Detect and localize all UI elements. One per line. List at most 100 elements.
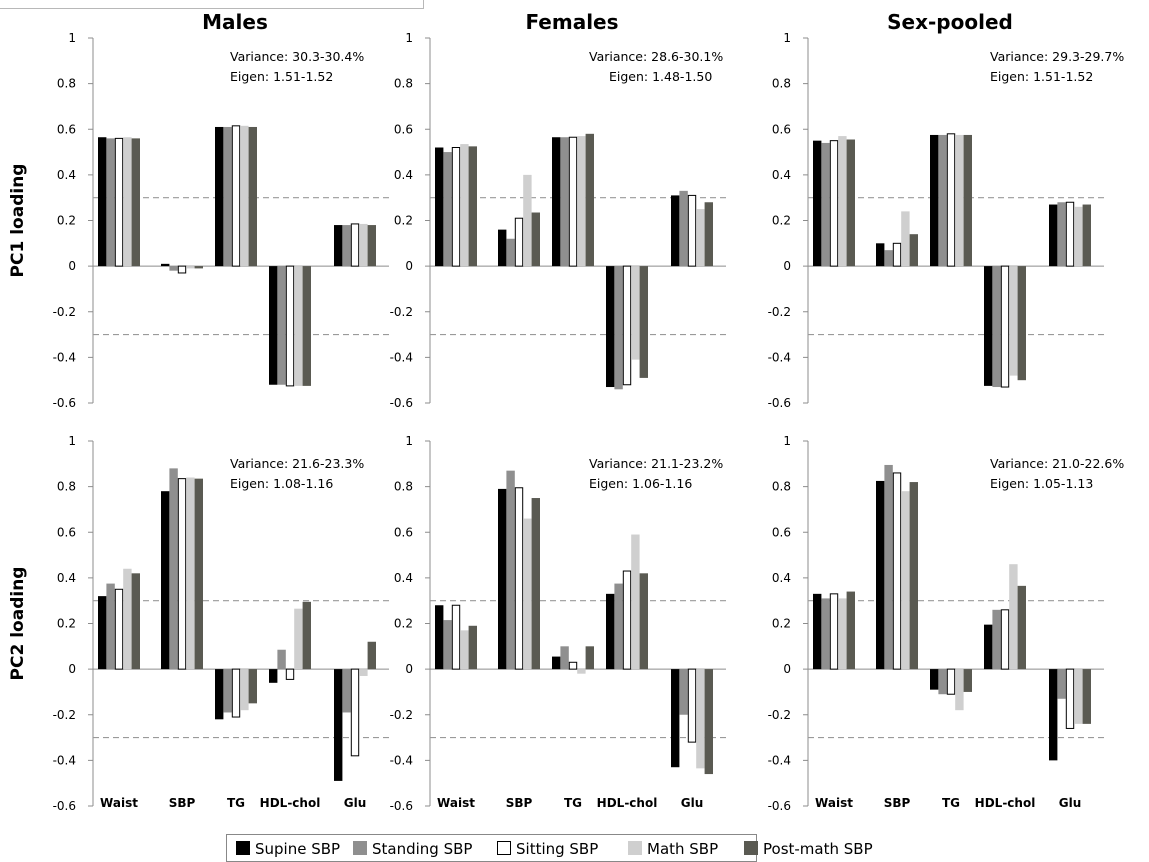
bar [963,134,972,267]
bar [1009,564,1018,670]
y-tick-label: 0.6 [394,122,413,136]
y-tick-label: -0.2 [53,305,76,319]
panel-title: Sex-pooled [887,10,1013,34]
bar [884,464,893,670]
variance-annotation: Variance: 21.0-22.6% [990,456,1124,471]
bar [614,266,623,390]
bar [687,194,697,267]
y-tick-label: 0.2 [772,617,791,631]
variance-annotation: Variance: 29.3-29.7% [990,49,1124,64]
y-tick-label: 0.6 [772,525,791,539]
bar [687,668,697,743]
panel-title: Females [525,10,618,34]
eigen-annotation: Eigen: 1.48-1.50 [609,69,712,84]
bar [821,142,830,267]
legend-label: Sitting SBP [516,840,598,858]
bar [215,669,224,720]
y-tick-label: 0.8 [772,77,791,91]
bar [506,238,515,267]
bar [829,593,839,670]
bar [892,472,902,670]
y-tick-label: 0.2 [57,617,76,631]
bar [177,265,187,274]
bar [679,190,688,267]
bar [161,491,170,670]
category-label: HDL-chol [597,796,658,810]
bar [106,138,115,267]
legend: Supine SBP Standing SBP Sitting SBP Math SB… [226,834,873,862]
bar [285,668,295,680]
bar [876,480,885,670]
category-label: Waist [437,796,475,810]
y-tick-label: 0 [783,259,791,273]
bar [451,604,461,670]
bar [585,646,594,670]
bar [161,263,170,267]
bar [552,656,561,670]
bar [223,669,232,713]
bar [1074,669,1083,724]
y-tick-label: 1 [68,31,76,45]
y-tick-label: -0.6 [390,396,413,410]
bar [231,668,241,718]
y-tick-label: 0.8 [394,480,413,494]
bar [240,125,249,267]
bar [992,609,1001,670]
y-tick-label: 0.6 [57,525,76,539]
bar [938,669,947,695]
bar [614,583,623,670]
bar [294,608,303,670]
y-tick-label: 0.2 [772,214,791,228]
bar [901,211,910,267]
bar [123,568,132,670]
y-tick-label: 0.8 [772,480,791,494]
bar [1082,669,1091,724]
bar [131,573,140,670]
bar [285,265,295,387]
bar [821,598,830,670]
bar [435,605,444,670]
y-tick-label: 1 [783,31,791,45]
legend-label: Supine SBP [255,840,340,858]
bar [177,478,187,670]
y-tick-label: -0.2 [768,708,791,722]
bar [106,583,115,670]
y-tick-label: -0.4 [53,350,76,364]
bar [704,202,713,267]
y-tick-label: -0.2 [53,708,76,722]
top-frame [0,0,424,9]
bar [498,229,507,267]
y-tick-label: 0.4 [394,168,413,182]
legend-label: Standing SBP [372,840,472,858]
bar [531,212,540,267]
bar [813,593,822,670]
bar [984,624,993,670]
bar [1065,201,1075,267]
bar [342,225,351,267]
bar [169,266,178,271]
bar [223,126,232,267]
y-tick-label: -0.2 [390,305,413,319]
bar [930,134,939,267]
legend-swatch [236,841,250,855]
y-axis-label: PC2 loading [8,567,28,681]
y-tick-label: 0 [405,259,413,273]
bar [671,195,680,267]
bar [169,468,178,670]
bar [946,668,956,695]
bar [560,646,569,670]
category-label: TG [227,796,245,810]
legend-swatch [497,841,511,855]
chart-panel: 1 0.8 0.6 0.4 0.2 0 -0.2 -0.4 -0.6 Waist SBP TG HDL-… [768,434,1125,813]
bar [671,669,680,768]
y-axis-label: PC1 loading [8,164,28,278]
bar [98,137,107,267]
y-tick-label: 0.2 [394,214,413,228]
bar [577,669,586,674]
bar [277,649,286,670]
bar [186,477,195,670]
bar [838,598,847,670]
y-tick-label: 0.8 [57,77,76,91]
eigen-annotation: Eigen: 1.51-1.52 [230,69,333,84]
bar [367,641,376,670]
